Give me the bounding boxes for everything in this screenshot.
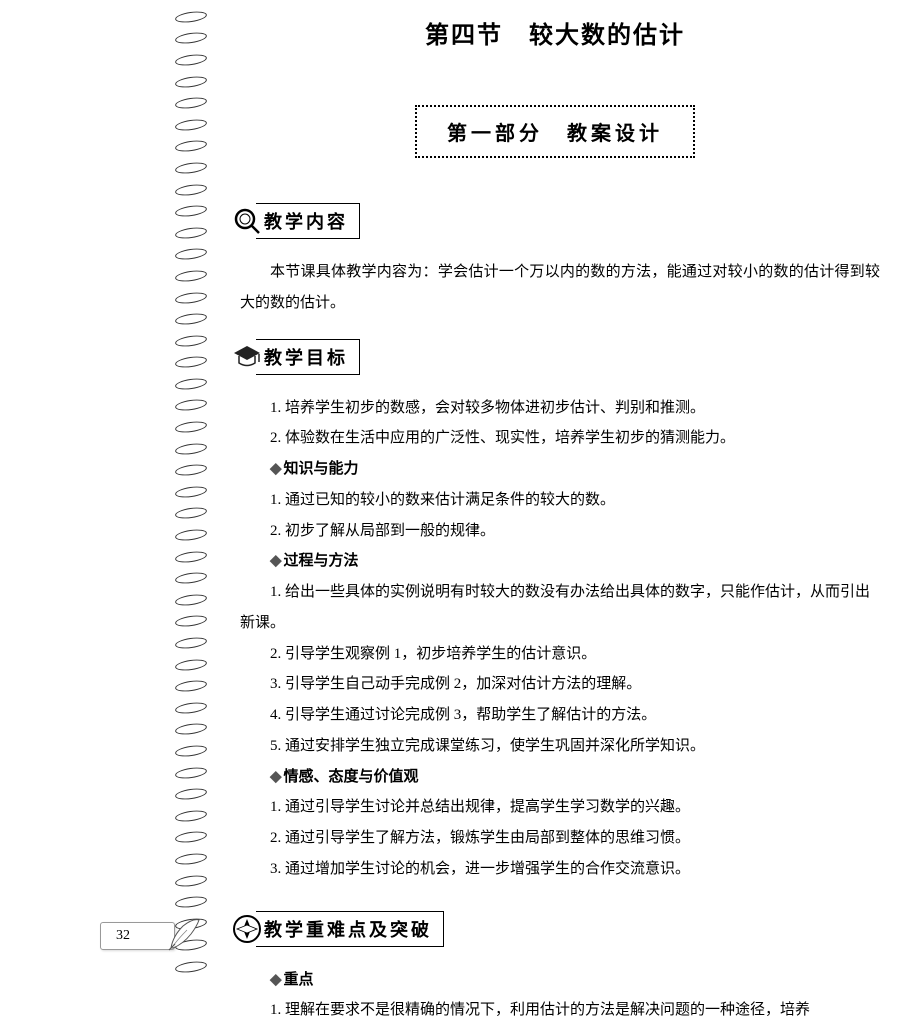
goals-list: 1. 培养学生初步的数感，会对较多物体进初步估计、判别和推测。 2. 体验数在生…: [270, 393, 880, 885]
magnifier-icon: [232, 206, 262, 236]
goal-subheading: ◆过程与方法: [270, 546, 880, 577]
goal-item: 1. 通过引导学生讨论并总结出规律，提高学生学习数学的兴趣。: [270, 792, 880, 823]
spiral-binding: [175, 0, 215, 982]
part-title-box: 第一部分 教案设计: [415, 105, 695, 158]
goal-item: 2. 初步了解从局部到一般的规律。: [270, 516, 880, 547]
goal-item: 3. 引导学生自己动手完成例 2，加深对估计方法的理解。: [270, 669, 880, 700]
content-body: 本节课具体教学内容为：学会估计一个万以内的数的方法，能通过对较小的数的估计得到较…: [240, 257, 880, 319]
goal-item: 2. 引导学生观察例 1，初步培养学生的估计意识。: [270, 639, 880, 670]
feather-icon: [165, 916, 203, 954]
goal-item: 5. 通过安排学生独立完成课堂练习，使学生巩固并深化所学知识。: [270, 731, 880, 762]
goal-subheading: ◆情感、态度与价值观: [270, 762, 880, 793]
graduation-cap-icon: [232, 342, 262, 372]
page-content: 第四节 较大数的估计 第一部分 教案设计 教学内容 本节课具体教学内容为：学会估…: [220, 0, 890, 1034]
goal-item: 3. 通过增加学生讨论的机会，进一步增强学生的合作交流意识。: [270, 854, 880, 885]
goal-item: 1. 给出一些具体的实例说明有时较大的数没有办法给出具体的数字，只能作估计，从而…: [240, 577, 880, 639]
goal-subheading: ◆知识与能力: [270, 454, 880, 485]
goal-item: 1. 培养学生初步的数感，会对较多物体进初步估计、判别和推测。: [270, 393, 880, 424]
section-header-goals: 教学目标: [228, 339, 360, 375]
compass-icon: [232, 914, 262, 944]
goal-item: 2. 体验数在生活中应用的广泛性、现实性，培养学生初步的猜测能力。: [270, 423, 880, 454]
goal-item: 2. 通过引导学生了解方法，锻炼学生由局部到整体的思维习惯。: [270, 823, 880, 854]
content-paragraph: 本节课具体教学内容为：学会估计一个万以内的数的方法，能通过对较小的数的估计得到较…: [240, 257, 880, 319]
goal-item: 1. 通过已知的较小的数来估计满足条件的较大的数。: [270, 485, 880, 516]
section-title-content: 教学内容: [264, 208, 352, 234]
section-header-keypoints: 教学重难点及突破: [228, 911, 444, 947]
section-title-goals: 教学目标: [264, 344, 352, 370]
part-title: 第一部分 教案设计: [447, 123, 663, 145]
keypoint-item: 1. 理解在要求不是很精确的情况下，利用估计的方法是解决问题的一种途径，培养: [270, 995, 880, 1026]
page-number: 32: [100, 922, 175, 950]
keypoints-list: ◆重点 1. 理解在要求不是很精确的情况下，利用估计的方法是解决问题的一种途径，…: [270, 965, 880, 1027]
chapter-title: 第四节 较大数的估计: [220, 15, 890, 50]
section-header-content: 教学内容: [228, 203, 360, 239]
section-title-keypoints: 教学重难点及突破: [264, 916, 436, 942]
keypoint-subheading: ◆重点: [270, 965, 880, 996]
goal-item: 4. 引导学生通过讨论完成例 3，帮助学生了解估计的方法。: [270, 700, 880, 731]
